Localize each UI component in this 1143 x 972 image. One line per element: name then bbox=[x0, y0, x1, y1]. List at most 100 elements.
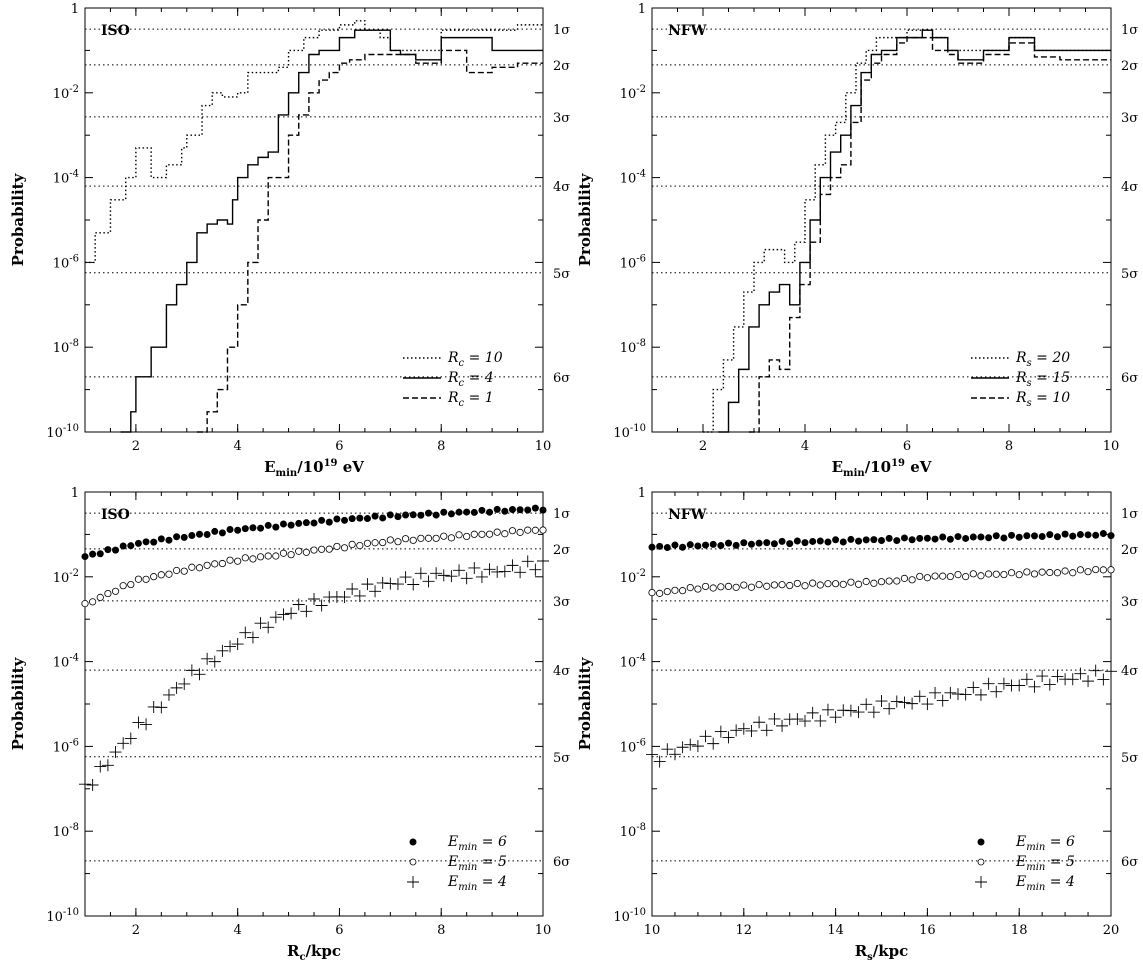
x-tick-label: 2 bbox=[699, 439, 707, 454]
x-tick-label: 6 bbox=[335, 439, 343, 454]
data-point bbox=[732, 541, 740, 549]
data-point bbox=[150, 538, 158, 546]
data-point bbox=[1020, 673, 1033, 686]
data-point bbox=[234, 557, 242, 565]
data-point bbox=[142, 538, 150, 546]
label-part: /kpc bbox=[306, 942, 342, 960]
legend-swatch bbox=[409, 858, 417, 866]
data-point bbox=[923, 574, 932, 582]
label-sub: min bbox=[1026, 842, 1045, 853]
data-point bbox=[768, 712, 781, 725]
data-point bbox=[913, 690, 926, 703]
data-point bbox=[96, 593, 104, 602]
y-tick-label: 1 bbox=[638, 2, 646, 17]
data-point bbox=[732, 583, 740, 591]
label-sup: -8 bbox=[636, 338, 646, 349]
data-point bbox=[185, 664, 198, 677]
label-sub: min bbox=[458, 842, 477, 853]
data-point bbox=[285, 607, 298, 620]
data-point bbox=[346, 582, 359, 595]
data-point bbox=[493, 505, 501, 513]
plot-frame bbox=[651, 7, 1112, 433]
label-part: 10 bbox=[53, 256, 70, 271]
data-point bbox=[747, 540, 755, 548]
data-point bbox=[386, 511, 394, 519]
label-part: E bbox=[1015, 854, 1026, 870]
data-point bbox=[883, 702, 896, 715]
data-point bbox=[1061, 567, 1069, 575]
label-part: = 10 bbox=[1032, 390, 1071, 406]
panel-label: ISO bbox=[101, 507, 130, 523]
data-point bbox=[984, 570, 993, 578]
legend-item: Rc = 1 bbox=[403, 390, 494, 409]
data-point bbox=[241, 554, 249, 562]
data-point bbox=[870, 536, 878, 544]
data-point bbox=[234, 526, 242, 534]
data-point bbox=[445, 570, 458, 583]
label-sub: c bbox=[459, 358, 465, 369]
series-3 bbox=[748, 36, 1111, 433]
y-tick-label: 10-8 bbox=[53, 338, 79, 356]
data-point bbox=[402, 511, 410, 519]
data-point bbox=[959, 688, 972, 701]
data-point bbox=[770, 540, 778, 548]
data-point bbox=[134, 539, 142, 547]
label-part: 10 bbox=[46, 426, 63, 441]
data-point bbox=[333, 542, 341, 551]
label-sup: -10 bbox=[630, 907, 646, 918]
data-point bbox=[201, 652, 214, 665]
data-point bbox=[844, 704, 857, 717]
plot-frame bbox=[84, 7, 544, 433]
data-point bbox=[325, 545, 333, 553]
series-line bbox=[748, 36, 1111, 433]
label-sub: c bbox=[299, 952, 305, 963]
y-tick-label: 1 bbox=[638, 486, 646, 501]
series-line bbox=[120, 29, 543, 433]
data-point bbox=[906, 697, 919, 710]
label-part: 10 bbox=[620, 571, 637, 586]
data-point bbox=[753, 716, 766, 729]
data-point bbox=[1028, 680, 1041, 693]
series-line bbox=[196, 49, 543, 433]
sigma-label: 4σ bbox=[1121, 180, 1138, 195]
data-point bbox=[916, 572, 924, 581]
data-point bbox=[801, 539, 809, 547]
data-point bbox=[992, 532, 1000, 540]
data-point bbox=[417, 534, 425, 542]
data-point bbox=[893, 537, 901, 545]
data-point bbox=[1069, 569, 1077, 577]
data-point bbox=[701, 582, 710, 591]
data-point bbox=[241, 525, 249, 533]
label-sup: -8 bbox=[69, 338, 79, 349]
data-point bbox=[671, 586, 679, 594]
data-point bbox=[371, 539, 379, 547]
x-axis-label: Rs/kpc bbox=[855, 942, 909, 963]
series-2 bbox=[120, 29, 543, 433]
data-point bbox=[931, 535, 939, 543]
label-part: R bbox=[1015, 390, 1027, 406]
data-point bbox=[308, 593, 320, 606]
label-sup: -4 bbox=[636, 169, 646, 180]
label-part: eV bbox=[337, 458, 364, 476]
x-tick-label: 6 bbox=[903, 439, 911, 454]
x-tick-label: 4 bbox=[801, 439, 809, 454]
label-part: E bbox=[832, 458, 843, 476]
data-point bbox=[424, 534, 433, 542]
data-point bbox=[1092, 531, 1100, 539]
data-point bbox=[302, 519, 310, 527]
label-part: R bbox=[1015, 370, 1027, 386]
data-point bbox=[470, 508, 478, 516]
data-point bbox=[929, 686, 942, 699]
panel-label: ISO bbox=[101, 23, 130, 39]
y-tick-label: 10-10 bbox=[613, 423, 646, 441]
x-tick-label: 2 bbox=[132, 923, 140, 938]
label-part: 10 bbox=[53, 740, 70, 755]
data-point bbox=[699, 730, 712, 743]
data-point bbox=[1000, 534, 1008, 542]
data-point bbox=[279, 549, 288, 557]
data-point bbox=[455, 508, 463, 516]
data-point bbox=[409, 511, 417, 519]
data-point bbox=[208, 655, 221, 668]
data-point bbox=[694, 542, 702, 550]
label-sup: -4 bbox=[636, 653, 646, 664]
